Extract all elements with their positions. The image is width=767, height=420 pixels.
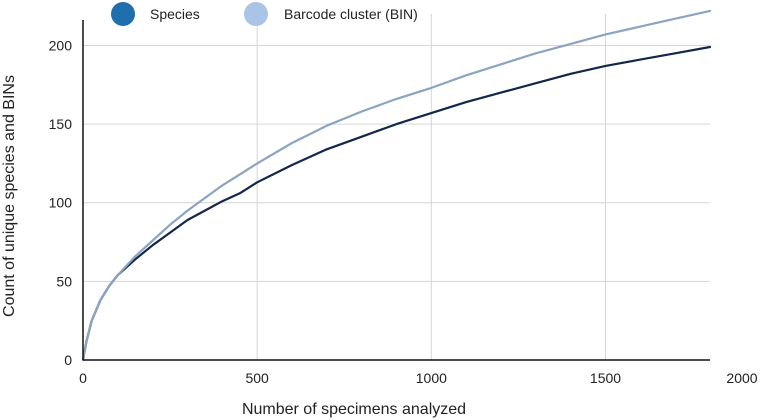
x-tick-label-4: 2000: [726, 370, 757, 386]
grid: [83, 14, 710, 360]
legend-marker-0: [111, 2, 135, 26]
y-tick-labels: 0 50 100 150 200: [49, 37, 73, 368]
y-tick-label-4: 200: [49, 37, 73, 53]
x-tick-label-0: 0: [79, 370, 87, 386]
y-tick-label-0: 0: [64, 352, 72, 368]
y-tick-label-3: 150: [49, 116, 73, 132]
legend-label-0: Species: [150, 6, 200, 22]
legend-label-1: Barcode cluster (BIN): [284, 6, 418, 22]
y-tick-label-1: 50: [56, 273, 72, 289]
y-tick-label-2: 100: [49, 195, 73, 211]
legend-marker-1: [244, 2, 268, 26]
x-axis-title: Number of specimens analyzed: [242, 401, 466, 418]
series-lines: [81, 9, 712, 362]
y-axis-title: Count of unique species and BINs: [1, 75, 18, 317]
axes: [82, 20, 710, 361]
series-line-0: [81, 45, 712, 362]
series-line-1: [81, 9, 712, 362]
x-tick-labels: 0 500 1000 1500 2000: [79, 370, 758, 386]
x-tick-label-2: 1000: [416, 370, 447, 386]
x-tick-label-1: 500: [245, 370, 269, 386]
legend: Species Barcode cluster (BIN): [111, 2, 418, 26]
x-tick-label-3: 1500: [590, 370, 621, 386]
